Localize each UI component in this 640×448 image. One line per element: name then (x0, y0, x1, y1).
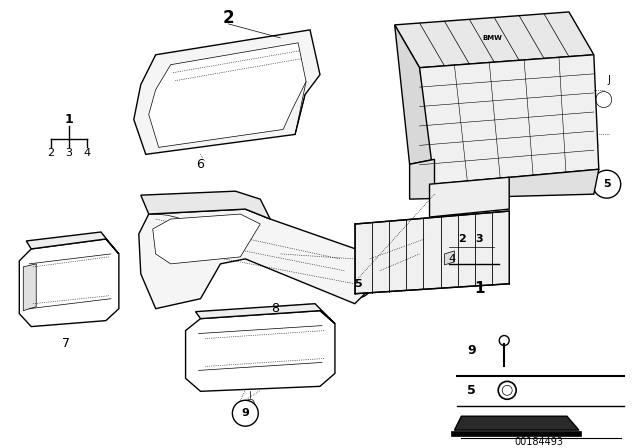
Text: 8: 8 (271, 302, 279, 315)
Polygon shape (134, 30, 320, 154)
Text: 2: 2 (458, 234, 467, 244)
Text: 4: 4 (449, 254, 456, 264)
Circle shape (246, 399, 254, 407)
Circle shape (596, 91, 612, 108)
Polygon shape (410, 159, 599, 199)
Text: 7: 7 (62, 337, 70, 350)
Text: 4: 4 (83, 148, 91, 158)
Text: 00184493: 00184493 (515, 437, 564, 447)
Circle shape (498, 381, 516, 399)
Polygon shape (355, 211, 509, 294)
Polygon shape (148, 43, 306, 147)
Polygon shape (26, 232, 119, 254)
Text: BMW: BMW (483, 35, 502, 41)
Polygon shape (141, 191, 270, 219)
Polygon shape (420, 55, 599, 184)
Text: 5: 5 (467, 384, 476, 397)
Polygon shape (153, 214, 260, 264)
Polygon shape (139, 209, 375, 309)
Circle shape (593, 170, 621, 198)
Text: 1: 1 (65, 113, 74, 126)
Circle shape (499, 336, 509, 345)
Text: J: J (607, 75, 610, 85)
Text: 3: 3 (65, 148, 72, 158)
Text: 1: 1 (474, 281, 484, 296)
Text: 6: 6 (196, 158, 204, 171)
Polygon shape (454, 416, 579, 430)
Circle shape (502, 385, 512, 395)
Polygon shape (395, 25, 435, 164)
Text: 9: 9 (241, 408, 249, 418)
Text: 3: 3 (476, 234, 483, 244)
Polygon shape (186, 310, 335, 391)
Polygon shape (429, 177, 509, 217)
Polygon shape (395, 12, 594, 68)
Polygon shape (196, 304, 335, 323)
Text: 5: 5 (354, 279, 362, 289)
Text: 5: 5 (603, 179, 611, 189)
Polygon shape (451, 431, 581, 436)
Text: 9: 9 (467, 344, 476, 357)
Text: 2: 2 (223, 9, 234, 27)
Polygon shape (19, 239, 119, 327)
Circle shape (232, 400, 259, 426)
Polygon shape (444, 251, 454, 265)
Text: 2: 2 (47, 148, 54, 158)
Polygon shape (23, 264, 36, 310)
Circle shape (344, 270, 372, 298)
